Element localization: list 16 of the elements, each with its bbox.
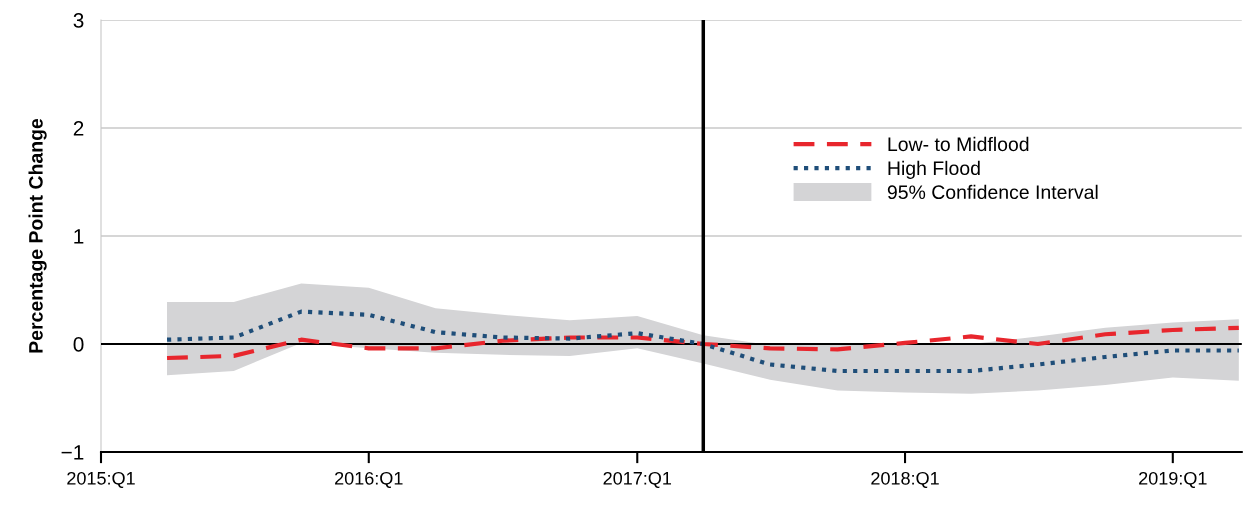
y-tick-label: −1 xyxy=(61,445,84,460)
legend-label: High Flood xyxy=(888,160,980,179)
y-tick-label: 3 xyxy=(73,13,84,28)
x-tick-label: 2016:Q1 xyxy=(335,471,403,488)
line-series xyxy=(164,325,1241,361)
y-tick-label: 0 xyxy=(73,337,84,352)
legend-label: Low- to Midflood xyxy=(888,136,1029,152)
x-tick-label: 2019:Q1 xyxy=(1139,471,1207,488)
annotation: 95% Confidence Interval xyxy=(887,184,1098,200)
line-series xyxy=(164,309,1241,374)
x-tick-label: 2015:Q1 xyxy=(67,471,135,488)
x-tick-label: 2017:Q1 xyxy=(603,471,672,488)
y-tick-label: 1 xyxy=(74,229,84,244)
y-tick-label: 2 xyxy=(73,121,84,136)
x-tick-label: 2018:Q1 xyxy=(871,471,939,488)
y-axis-title: Percentage Point Change xyxy=(28,118,47,353)
